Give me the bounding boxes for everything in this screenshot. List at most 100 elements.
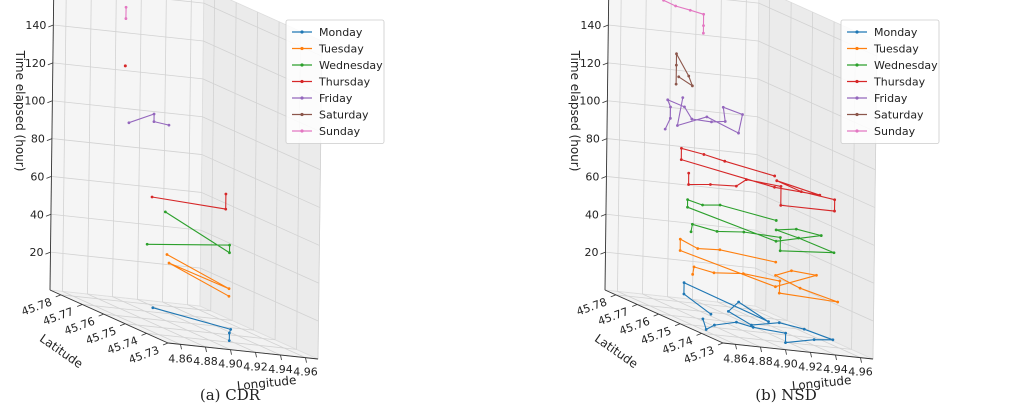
data-point-monday: [737, 300, 741, 304]
grid-line-x: [717, 301, 836, 356]
data-point-tuesday: [227, 294, 231, 298]
latitude-tick: [98, 313, 104, 317]
data-point-thursday: [723, 159, 727, 163]
longitude-axis-label: Longitude: [236, 373, 297, 393]
series-monday: [151, 306, 233, 343]
grid-line-z: [755, 267, 874, 322]
data-point-thursday: [702, 153, 706, 156]
legend: Monday Tuesday Wednesday Thursday Friday Satu…: [285, 19, 385, 144]
data-point-tuesday: [678, 249, 682, 252]
legend-label-friday: Friday: [874, 92, 908, 105]
grid-line-z: [755, 229, 875, 284]
data-point-thursday: [687, 171, 691, 175]
data-point-saturday: [675, 52, 678, 56]
data-point-wednesday: [742, 230, 746, 234]
data-point-thursday: [734, 184, 738, 188]
data-point-friday: [152, 120, 156, 124]
grid-line-x: [162, 301, 281, 356]
legend-label-saturday: Saturday: [319, 109, 369, 122]
time-tick: [602, 62, 609, 66]
data-point-friday: [669, 105, 672, 109]
time-tick-label: 20: [29, 246, 43, 259]
data-point-friday: [681, 96, 685, 100]
series-wednesday: [145, 210, 231, 255]
data-point-wednesday: [778, 249, 782, 253]
data-point-friday: [737, 131, 740, 135]
data-point-tuesday: [678, 237, 682, 241]
data-point-friday: [721, 105, 725, 109]
latitude-tick: [55, 294, 61, 298]
grid-line-y: [125, 323, 276, 341]
longitude-tick: [735, 344, 737, 350]
data-point-sunday: [701, 31, 705, 35]
data-point-wednesday: [715, 230, 719, 233]
data-point-friday: [663, 127, 667, 131]
latitude-tick: [632, 304, 638, 307]
grid-line-z: [201, 154, 321, 208]
series-line-thursday: [680, 147, 836, 212]
grid-line-z: [605, 213, 756, 231]
data-point-monday: [709, 312, 713, 316]
time-tick-label: 20: [584, 246, 598, 259]
series-friday: [663, 96, 744, 135]
longitude-tick-label: 4.88: [193, 355, 218, 368]
legend-marker-tuesday: [300, 46, 304, 51]
data-point-thursday: [779, 185, 783, 188]
legend-label-saturday: Saturday: [874, 109, 924, 122]
time-tick: [47, 62, 54, 66]
grid-line-z: [757, 116, 876, 171]
data-point-monday: [750, 323, 753, 327]
data-point-wednesday: [163, 210, 167, 214]
time-tick: [601, 138, 608, 141]
time-tick-label: 140: [580, 19, 601, 32]
legend: Monday Tuesday Wednesday Thursday Friday Satu…: [840, 19, 940, 144]
grid-line-z: [607, 62, 758, 80]
data-point-monday: [151, 306, 155, 310]
legend-label-wednesday: Wednesday: [874, 59, 938, 72]
latitude-axis-line: [604, 289, 724, 344]
grid-line-z: [608, 24, 759, 42]
legend-label-sunday: Sunday: [874, 125, 916, 138]
grid-line-z: [606, 176, 757, 193]
data-point-monday: [767, 320, 770, 324]
data-point-thursday: [123, 64, 127, 68]
time-tick: [602, 100, 608, 104]
grid-line-z: [756, 192, 875, 246]
data-point-friday: [127, 121, 131, 125]
data-point-thursday: [687, 183, 690, 186]
data-point-sunday: [124, 5, 128, 9]
longitude-tick-label: 4.94: [823, 363, 848, 376]
data-point-wednesday: [819, 234, 823, 237]
legend-marker-thursday: [300, 79, 304, 84]
data-point-thursday: [224, 192, 228, 196]
longitude-tick: [305, 357, 307, 363]
latitude-tick: [119, 323, 126, 327]
series-thursday: [150, 192, 228, 211]
data-point-tuesday: [778, 279, 782, 283]
grid-line-y: [82, 304, 233, 321]
grid-line-x: [137, 298, 256, 353]
data-point-friday: [741, 113, 744, 116]
data-point-tuesday: [712, 271, 716, 275]
grid-line-x: [87, 293, 206, 348]
data-point-monday: [704, 328, 708, 331]
longitude-tick: [810, 352, 812, 358]
data-point-friday: [668, 116, 672, 120]
data-point-monday: [802, 327, 806, 331]
legend-marker-monday: [855, 30, 859, 34]
series-wednesday: [686, 198, 836, 255]
legend-label-monday: Monday: [319, 26, 363, 39]
time-tick: [46, 176, 52, 179]
legend-label-wednesday: Wednesday: [319, 59, 383, 72]
data-point-wednesday: [774, 228, 778, 232]
longitude-tick: [205, 346, 207, 353]
data-point-saturday: [674, 63, 678, 67]
data-point-monday: [713, 323, 716, 327]
time-tick-label: 60: [30, 170, 44, 183]
data-point-friday: [705, 115, 709, 119]
data-point-saturday: [677, 75, 681, 79]
legend-label-sunday: Sunday: [319, 125, 361, 138]
longitude-tick: [230, 349, 232, 355]
grid-line-x: [62, 290, 181, 345]
